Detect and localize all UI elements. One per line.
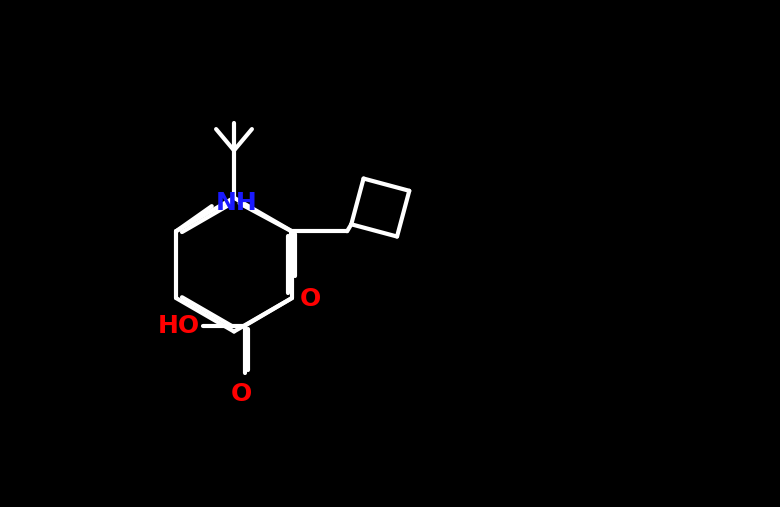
Text: O: O [300,287,321,311]
Text: O: O [231,382,253,406]
Text: NH: NH [216,191,258,215]
Text: HO: HO [158,314,200,338]
